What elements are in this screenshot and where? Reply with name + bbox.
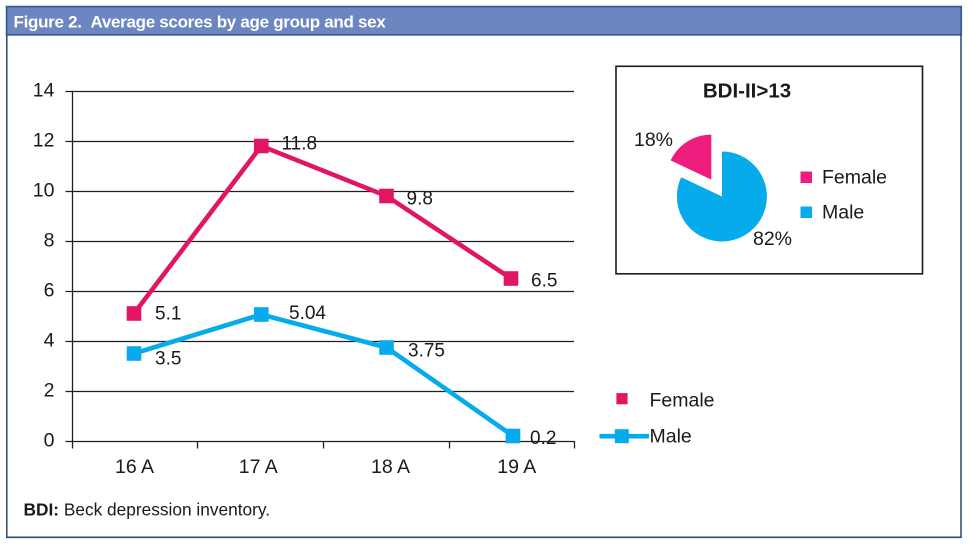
svg-text:Female: Female [822, 167, 887, 189]
svg-text:18 A: 18 A [371, 456, 410, 478]
svg-text:BDI-II>13: BDI-II>13 [703, 80, 791, 103]
svg-text:2: 2 [44, 379, 55, 401]
svg-text:12: 12 [33, 129, 55, 151]
svg-text:Male: Male [822, 202, 864, 224]
svg-text:3.75: 3.75 [408, 341, 445, 362]
svg-text:14: 14 [33, 79, 55, 101]
svg-text:6.5: 6.5 [531, 271, 557, 292]
svg-text:Male: Male [650, 426, 692, 448]
svg-text:3.5: 3.5 [155, 349, 181, 370]
svg-text:9.8: 9.8 [407, 189, 433, 210]
svg-text:5.04: 5.04 [289, 303, 326, 324]
svg-text:8: 8 [44, 229, 55, 251]
svg-text:Figure 2. Average scores by a: Figure 2. Average scores by age group an… [14, 13, 387, 32]
svg-text:19 A: 19 A [497, 456, 536, 478]
svg-text:Female: Female [650, 390, 715, 412]
svg-text:10: 10 [33, 179, 55, 201]
svg-text:17 A: 17 A [239, 456, 278, 478]
svg-text:6: 6 [44, 279, 55, 301]
svg-text:5.1: 5.1 [155, 304, 181, 325]
svg-text:11.8: 11.8 [282, 134, 318, 155]
svg-text:18%: 18% [634, 129, 673, 151]
svg-text:0.2: 0.2 [530, 428, 556, 449]
svg-text:BDI: Beck depression inventory: BDI: Beck depression inventory. [24, 500, 271, 520]
svg-text:4: 4 [44, 329, 55, 351]
svg-text:0: 0 [44, 429, 55, 451]
svg-text:82%: 82% [753, 228, 792, 250]
svg-text:16 A: 16 A [115, 456, 154, 478]
